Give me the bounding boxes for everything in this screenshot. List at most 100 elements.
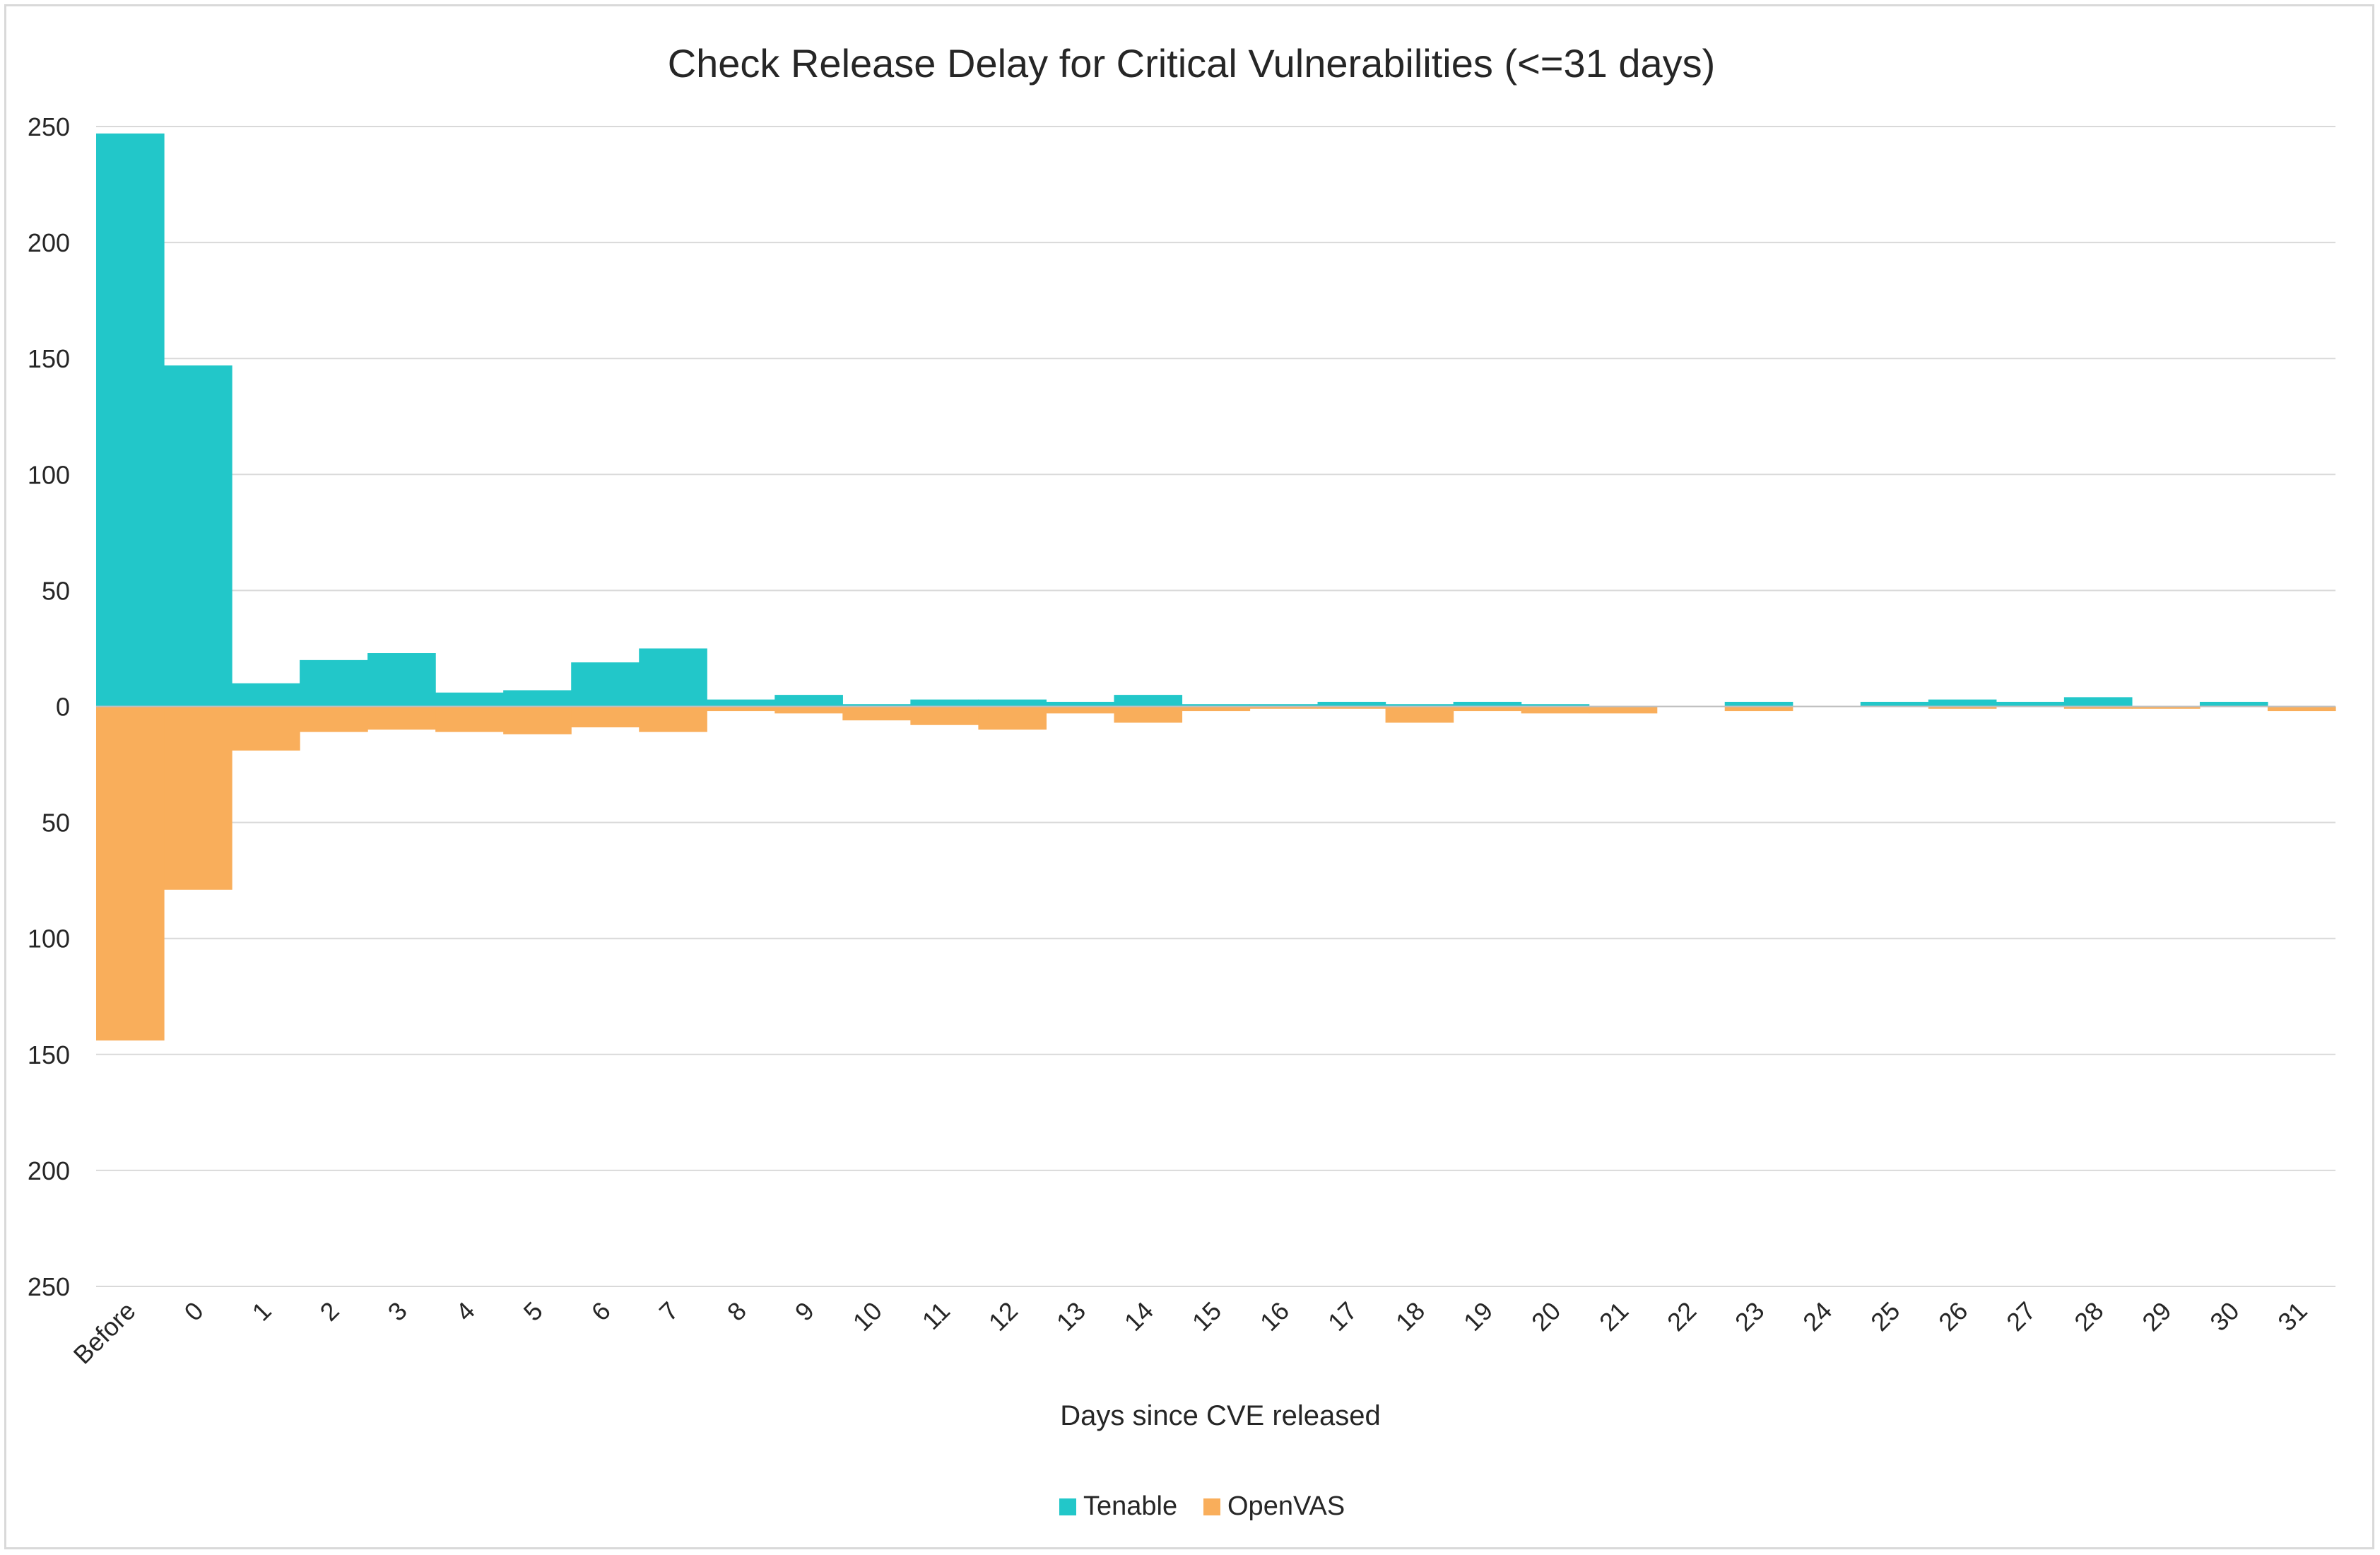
x-axis-title: Days since CVE released [1060,1400,1381,1431]
y-tick-label: 250 [28,112,70,141]
x-tick-label: 24 [1797,1296,1837,1337]
bar-openvas-18 [1385,706,1454,723]
x-tick-label: 21 [1593,1296,1634,1337]
x-tick-label: 27 [2001,1296,2041,1337]
bar-tenable-17 [1317,701,1386,707]
chart-frame: Check Release Delay for Critical Vulnera… [4,4,2374,1549]
bar-openvas-21 [1589,706,1658,714]
bar-openvas-16 [1249,706,1319,709]
bar-openvas-13 [1046,706,1115,714]
bar-tenable-12 [978,699,1047,707]
x-tick-label: Before [68,1296,141,1370]
x-tick-label: 30 [2204,1296,2244,1337]
bar-tenable-2 [300,659,368,707]
x-tick-label: 28 [2068,1296,2109,1337]
bar-openvas-6 [571,706,640,728]
bar-tenable-8 [707,699,775,707]
bar-tenable-27 [1996,701,2065,707]
x-tick-label: 20 [1526,1296,1566,1337]
bar-tenable-9 [774,695,843,707]
bar-openvas-17 [1317,706,1386,709]
bar-tenable-26 [1928,699,1997,707]
x-tick-label: 19 [1458,1296,1498,1337]
y-tick-label: 50 [42,576,70,605]
bar-openvas-8 [707,706,775,712]
x-tick-label: 26 [1933,1296,1973,1337]
bar-openvas-31 [2267,706,2336,712]
bar-openvas-28 [2063,706,2133,709]
x-tick-label: 4 [450,1296,481,1327]
x-tick-label: 1 [247,1296,277,1327]
bar-openvas-9 [774,706,843,714]
x-tick-label: 31 [2272,1296,2312,1337]
legend-swatch-tenable [1059,1498,1076,1515]
bar-openvas-before [96,706,165,1041]
bar-tenable-before [96,133,165,707]
bar-openvas-4 [435,706,504,732]
bar-tenable-0 [164,365,232,707]
bar-tenable-15 [1182,704,1251,707]
x-tick-label: 11 [917,1296,955,1335]
bar-openvas-0 [164,706,232,890]
x-tick-label: 7 [654,1296,684,1327]
bar-tenable-16 [1249,704,1319,707]
chart: Check Release Delay for Critical Vulnera… [28,41,2336,1521]
y-tick-label: 150 [28,344,70,373]
bars [96,133,2336,1041]
x-tick-label: 16 [1254,1296,1295,1337]
bar-openvas-1 [232,706,300,751]
bar-tenable-28 [2063,697,2133,707]
bar-openvas-20 [1521,706,1590,714]
bar-openvas-7 [639,706,707,732]
x-tick-label: 12 [983,1296,1023,1337]
x-tick-label: 23 [1729,1296,1769,1337]
bar-tenable-25 [1860,701,1929,707]
x-tick-label: 17 [1322,1296,1362,1337]
x-tick-label: 6 [586,1296,616,1327]
bar-openvas-15 [1182,706,1251,712]
bar-tenable-7 [639,648,707,707]
x-tick-label: 3 [382,1296,413,1327]
x-tick-label: 10 [847,1296,888,1337]
x-tick-label: 2 [314,1296,345,1327]
bar-tenable-19 [1453,701,1522,707]
bar-tenable-11 [910,699,979,707]
bar-tenable-20 [1521,704,1590,707]
x-tick-label: 9 [789,1296,820,1327]
bar-openvas-2 [300,706,368,732]
y-axis-ticks: 250 200 150 100 50 0 50 100 150 200 250 [28,112,70,1301]
bar-tenable-30 [2199,701,2268,707]
bar-tenable-14 [1114,695,1183,707]
legend-swatch-openvas [1203,1498,1220,1515]
bar-tenable-18 [1385,704,1454,707]
bar-tenable-1 [232,683,300,707]
bar-tenable-5 [503,690,572,707]
bar-openvas-3 [367,706,436,730]
y-tick-label: 100 [28,925,70,953]
chart-title: Check Release Delay for Critical Vulnera… [668,41,1716,86]
bar-tenable-10 [842,704,911,707]
bar-openvas-23 [1724,706,1793,712]
x-tick-label: 5 [518,1296,548,1327]
y-tick-label: 200 [28,1156,70,1185]
y-tick-label: 200 [28,228,70,257]
y-tick-label: 150 [28,1040,70,1069]
legend-label-openvas: OpenVAS [1227,1491,1345,1521]
bar-openvas-5 [503,706,572,734]
bar-openvas-12 [978,706,1047,730]
y-tick-label: 50 [42,809,70,838]
x-tick-label: 0 [179,1296,209,1327]
x-tick-label: 13 [1051,1296,1091,1337]
legend-label-tenable: Tenable [1083,1491,1177,1521]
x-tick-label: 14 [1119,1296,1159,1337]
x-tick-label: 22 [1661,1296,1702,1337]
bar-openvas-26 [1928,706,1997,709]
x-tick-label: 29 [2136,1296,2176,1337]
bar-openvas-29 [2131,706,2201,709]
y-tick-label: 100 [28,460,70,489]
legend: Tenable OpenVAS [1059,1491,1345,1521]
bar-tenable-6 [571,662,640,707]
bar-openvas-11 [910,706,979,725]
x-tick-label: 15 [1186,1296,1227,1337]
x-tick-label: 25 [1865,1296,1905,1337]
